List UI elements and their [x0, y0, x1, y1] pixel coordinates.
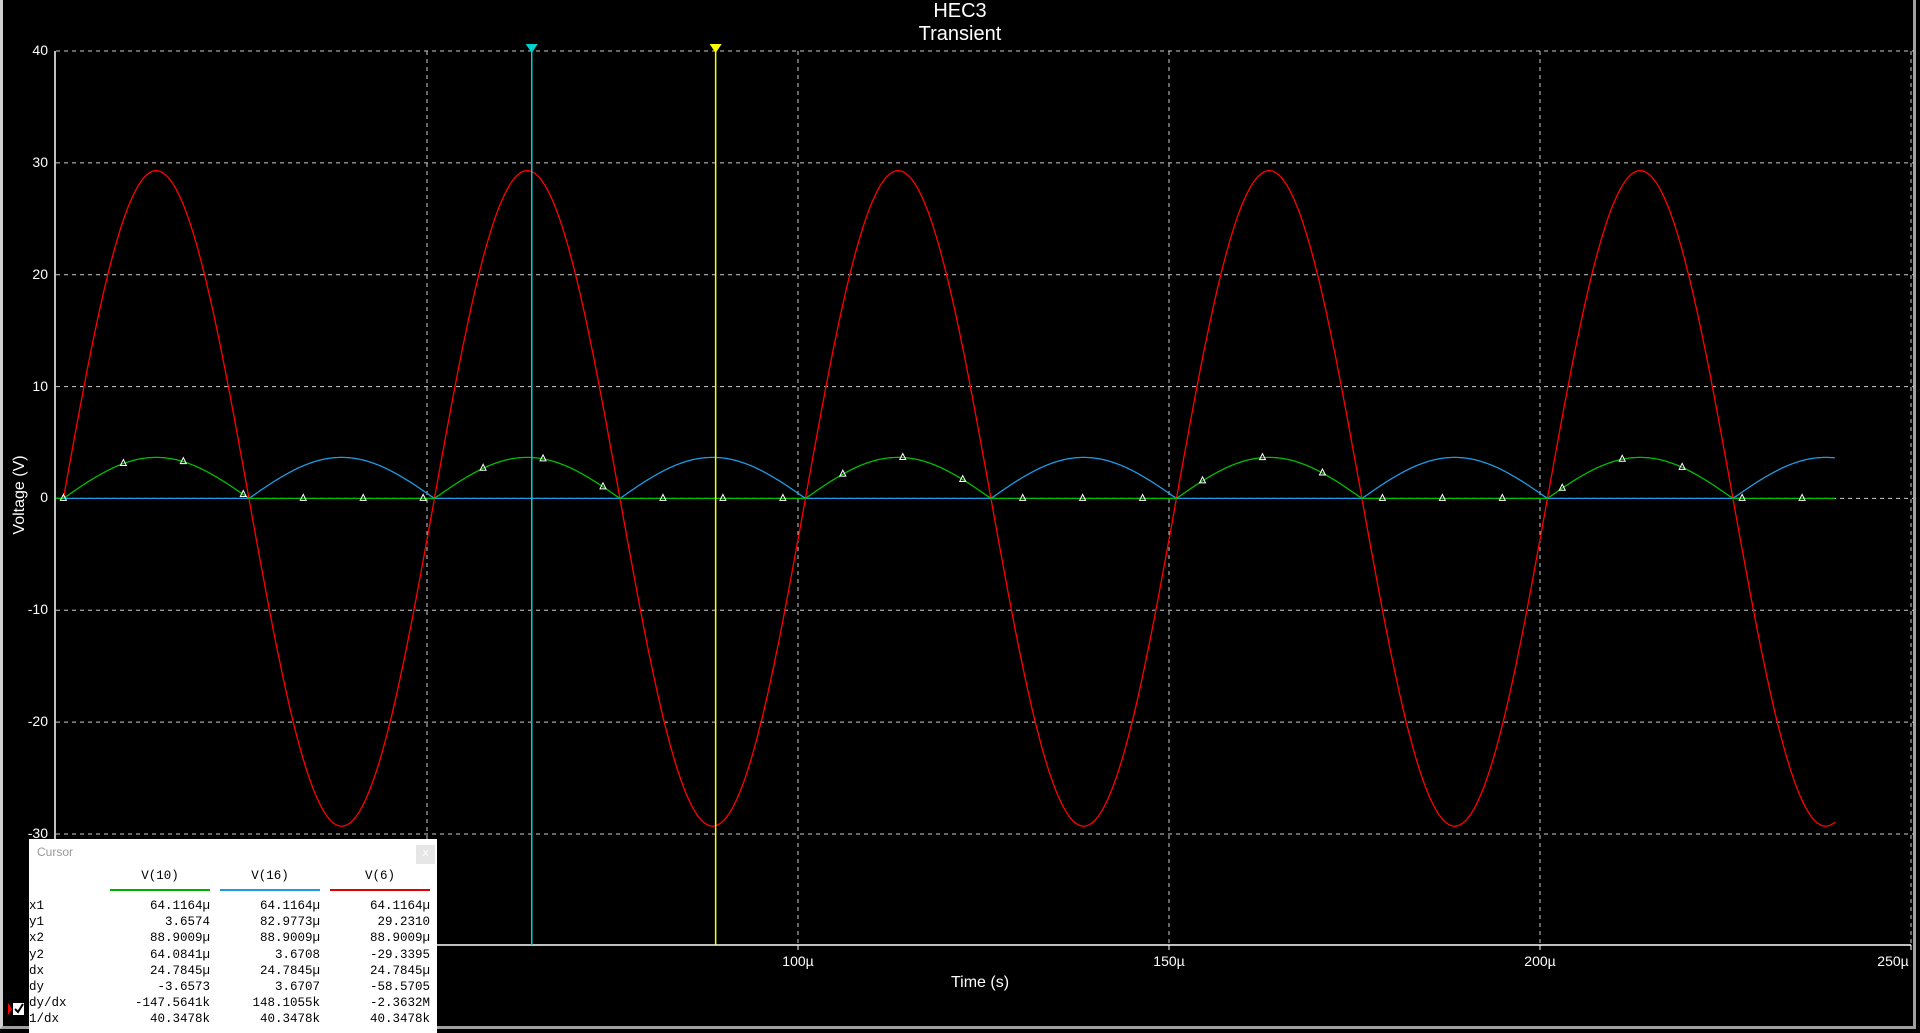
row-label: dx	[29, 963, 45, 978]
x-tick-label: 200µ	[1524, 953, 1556, 969]
data-marker	[958, 474, 967, 483]
y-axis-label: Voltage (V)	[11, 455, 28, 535]
data-marker	[299, 493, 308, 501]
cursor-value: 82.9773µ	[259, 915, 320, 930]
data-marker	[59, 493, 68, 501]
row-label: 1/dx	[29, 1012, 60, 1027]
y-tick-label: 20	[32, 265, 48, 282]
x-tick-label: 250µ	[1877, 953, 1909, 969]
data-marker	[1138, 493, 1147, 501]
cursor-value: 88.9009µ	[149, 931, 210, 946]
cursor-value: 29.2310	[377, 915, 430, 930]
x-tick-label: 100µ	[782, 953, 814, 969]
data-marker	[479, 463, 487, 471]
cursor-value: -3.6573	[157, 980, 210, 994]
chart-subtitle: Transient	[918, 23, 1002, 45]
data-marker	[1738, 493, 1746, 501]
series-line-v16	[56, 456, 1835, 500]
data-marker	[179, 456, 188, 465]
y-tick-label: 30	[32, 153, 48, 170]
x-tick-label: 150µ	[1153, 953, 1185, 969]
cursor-value: -29.3395	[369, 947, 430, 962]
cursor-value: 24.7845µ	[259, 963, 320, 978]
data-marker	[898, 452, 907, 461]
cursor-row-dx: dx 24.7845µ 24.7845µ 24.7845µ	[29, 963, 430, 980]
row-label: x2	[29, 931, 45, 946]
data-marker	[1618, 454, 1627, 462]
data-marker	[1438, 493, 1447, 501]
cursor-row-y2: y2 64.0841µ 3.6708 -29.3395	[29, 947, 430, 964]
cursor-row-dy: dy -3.6573 3.6707 -58.5705	[29, 980, 430, 996]
cursor-value: -147.5641k	[134, 996, 210, 1011]
checkbox-checked-icon[interactable]	[8, 1002, 24, 1016]
cursor-value: 40.3478k	[259, 1012, 320, 1027]
column-header-v6: V(6)	[330, 869, 430, 891]
data-marker	[359, 493, 367, 501]
cursor-panel[interactable]: Cursor x V(10) V(16) V(6) x1 64.1164µ 64.1…	[29, 839, 437, 1033]
data-marker	[779, 493, 787, 501]
cursor-value: 64.1164µ	[259, 899, 320, 913]
data-marker	[119, 458, 128, 467]
row-label: y2	[29, 947, 45, 962]
data-marker	[419, 493, 427, 501]
y-tick-label: 40	[32, 42, 48, 58]
series-line-v10	[56, 456, 1835, 500]
y-tick-label: 10	[32, 377, 48, 394]
row-label: dy/dx	[29, 996, 67, 1011]
y-tick-label: -30	[27, 825, 48, 841]
data-marker	[1798, 493, 1806, 501]
data-marker	[1558, 483, 1567, 491]
cursor-1-handle[interactable]	[525, 44, 538, 53]
data-marker	[1498, 493, 1507, 501]
cursor-value: 148.1055k	[252, 996, 320, 1011]
cursor-row-dy-dx: dy/dx -147.5641k 148.1055k -2.3632M	[29, 996, 430, 1012]
x-axis-label: Time (s)	[950, 974, 1010, 991]
cursor-row-y1: y1 3.6574 82.9773µ 29.2310	[29, 915, 430, 931]
data-marker	[1318, 467, 1327, 476]
cursor-value: 3.6708	[274, 947, 320, 962]
column-header-v16: V(16)	[220, 869, 320, 891]
data-marker	[1198, 475, 1207, 484]
y-tick-label: -10	[27, 601, 48, 618]
column-header-v10: V(10)	[110, 869, 210, 891]
y-tick-label: -20	[27, 713, 48, 730]
cursor-value: 64.1164µ	[369, 899, 430, 913]
data-marker	[1678, 462, 1686, 470]
data-marker	[1378, 493, 1387, 501]
data-marker	[599, 481, 607, 490]
cursor-value: 24.7845µ	[149, 963, 210, 978]
cursor-value: 64.1164µ	[149, 899, 210, 913]
row-label: dy	[29, 980, 45, 994]
cursor-value: -58.5705	[369, 980, 430, 994]
data-marker	[839, 469, 847, 477]
cursor-value: 64.0841µ	[149, 947, 210, 962]
y-tick-label: 0	[40, 489, 48, 506]
data-marker	[1078, 493, 1087, 501]
data-marker	[539, 453, 547, 462]
cursor-row-1-dx: 1/dx 40.3478k 40.3478k 40.3478k	[29, 1012, 430, 1028]
cursor-panel-title: Cursor	[37, 845, 74, 859]
data-marker	[719, 493, 727, 501]
cursor-2-handle[interactable]	[709, 44, 722, 53]
data-marker	[239, 489, 248, 498]
cursor-row-x2: x2 88.9009µ 88.9009µ 88.9009µ	[29, 931, 430, 947]
cursor-value: 88.9009µ	[369, 931, 430, 946]
row-label: x1	[29, 899, 45, 913]
data-marker	[1018, 493, 1027, 501]
cursor-value: 40.3478k	[369, 1012, 430, 1027]
close-button[interactable]: x	[416, 845, 435, 864]
cursor-row-x1: x1 64.1164µ 64.1164µ 64.1164µ	[29, 899, 430, 915]
data-marker	[1258, 452, 1267, 461]
cursor-value: 88.9009µ	[259, 931, 320, 946]
cursor-value: 40.3478k	[149, 1012, 210, 1027]
cursor-value: -2.3632M	[369, 996, 430, 1011]
chart-title: HEC3	[933, 0, 987, 22]
data-marker	[659, 493, 667, 501]
cursor-value: 3.6707	[274, 980, 320, 994]
series-line-v6	[56, 170, 1836, 827]
row-label: y1	[29, 915, 45, 930]
cursor-value: 3.6574	[164, 915, 210, 930]
cursor-value: 24.7845µ	[369, 963, 430, 978]
